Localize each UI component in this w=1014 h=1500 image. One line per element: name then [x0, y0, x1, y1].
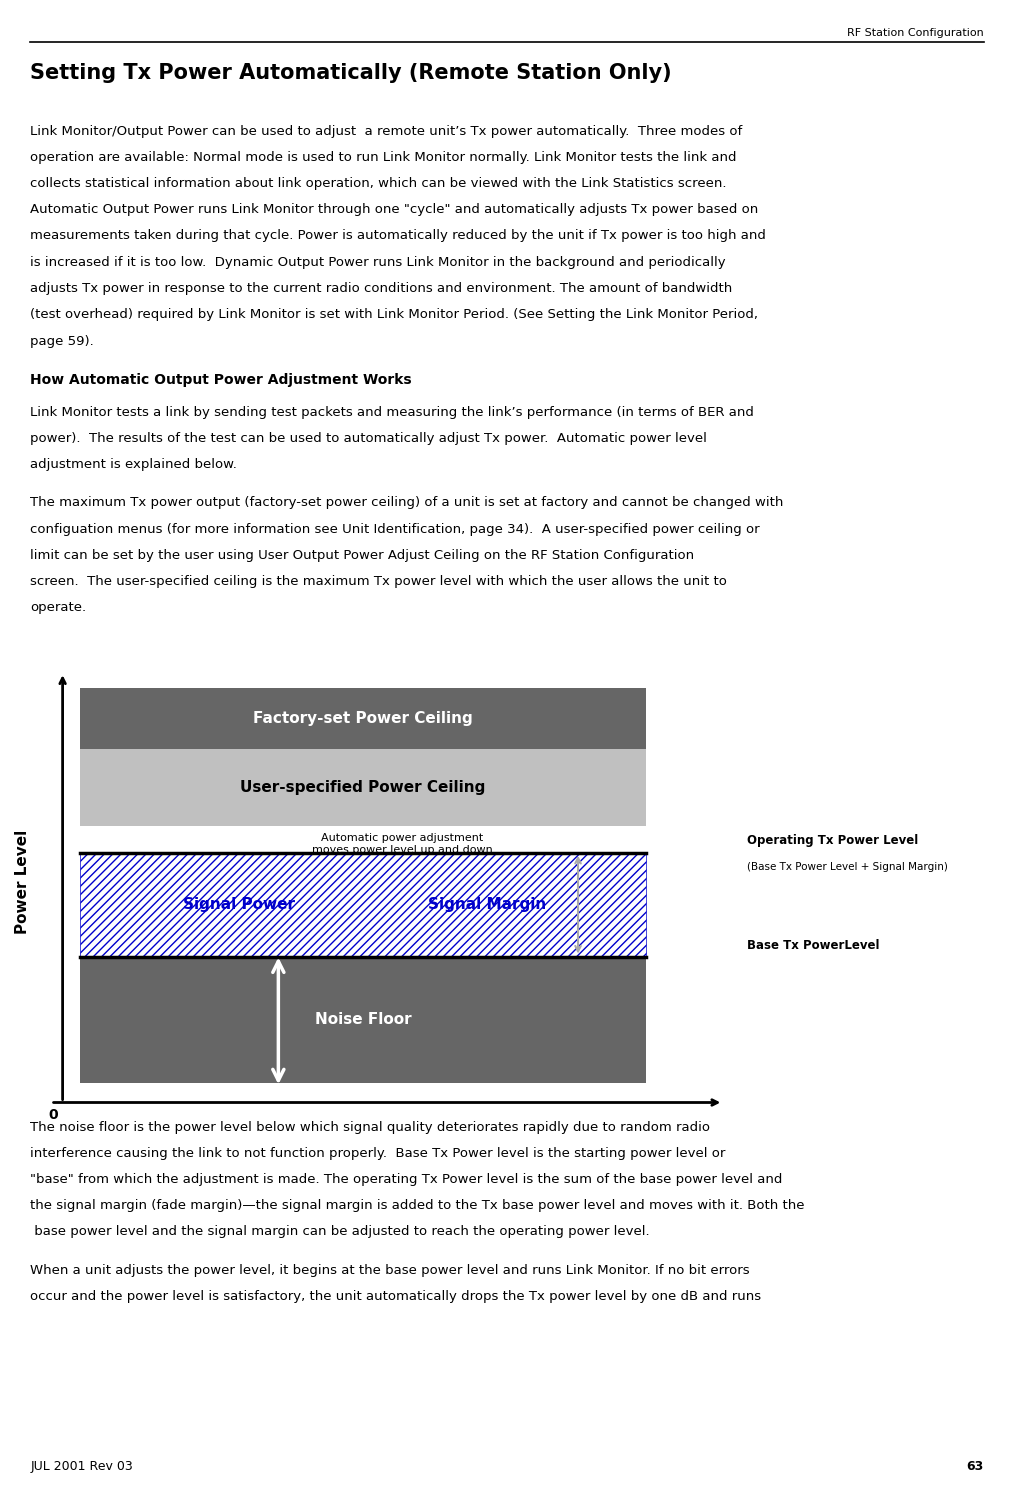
Text: adjusts Tx power in response to the current radio conditions and environment. Th: adjusts Tx power in response to the curr… — [30, 282, 733, 296]
Text: Link Monitor tests a link by sending test packets and measuring the link’s perfo: Link Monitor tests a link by sending tes… — [30, 406, 754, 418]
Text: base power level and the signal margin can be adjusted to reach the operating po: base power level and the signal margin c… — [30, 1226, 650, 1239]
Text: Signal Margin: Signal Margin — [429, 897, 547, 912]
Text: Noise Floor: Noise Floor — [315, 1013, 412, 1028]
Text: Link Monitor/Output Power can be used to adjust  a remote unit’s Tx power automa: Link Monitor/Output Power can be used to… — [30, 124, 742, 138]
Text: The maximum Tx power output (factory-set power ceiling) of a unit is set at fact: The maximum Tx power output (factory-set… — [30, 496, 784, 510]
Text: Signal Power: Signal Power — [183, 897, 295, 912]
Text: Setting Tx Power Automatically (Remote Station Only): Setting Tx Power Automatically (Remote S… — [30, 63, 672, 82]
Text: configuation menus (for more information see Unit Identification, page 34).  A u: configuation menus (for more information… — [30, 522, 760, 536]
Text: The noise floor is the power level below which signal quality deteriorates rapid: The noise floor is the power level below… — [30, 1120, 711, 1134]
Text: "base" from which the adjustment is made. The operating Tx Power level is the su: "base" from which the adjustment is made… — [30, 1173, 783, 1186]
Text: 0: 0 — [49, 1108, 59, 1122]
Text: When a unit adjusts the power level, it begins at the base power level and runs : When a unit adjusts the power level, it … — [30, 1263, 750, 1276]
Text: RF Station Configuration: RF Station Configuration — [847, 27, 984, 38]
Text: is increased if it is too low.  Dynamic Output Power runs Link Monitor in the ba: is increased if it is too low. Dynamic O… — [30, 255, 726, 268]
Text: the signal margin (fade margin)—the signal margin is added to the Tx base power : the signal margin (fade margin)—the sign… — [30, 1200, 805, 1212]
Text: screen.  The user-specified ceiling is the maximum Tx power level with which the: screen. The user-specified ceiling is th… — [30, 574, 727, 588]
Bar — [80, 687, 646, 748]
Bar — [80, 957, 646, 1083]
Text: limit can be set by the user using User Output Power Adjust Ceiling on the RF St: limit can be set by the user using User … — [30, 549, 695, 562]
Text: occur and the power level is satisfactory, the unit automatically drops the Tx p: occur and the power level is satisfactor… — [30, 1290, 762, 1304]
Text: Operating Tx Power Level: Operating Tx Power Level — [747, 834, 919, 848]
Text: (Base Tx Power Level + Signal Margin): (Base Tx Power Level + Signal Margin) — [747, 862, 948, 871]
Text: 63: 63 — [966, 1460, 984, 1473]
Text: collects statistical information about link operation, which can be viewed with : collects statistical information about l… — [30, 177, 727, 190]
Text: operation are available: Normal mode is used to run Link Monitor normally. Link : operation are available: Normal mode is … — [30, 150, 737, 164]
Text: Automatic power adjustment
moves power level up and down: Automatic power adjustment moves power l… — [312, 834, 493, 855]
Text: power).  The results of the test can be used to automatically adjust Tx power.  : power). The results of the test can be u… — [30, 432, 708, 445]
Text: How Automatic Output Power Adjustment Works: How Automatic Output Power Adjustment Wo… — [30, 374, 412, 387]
Text: Factory-set Power Ceiling: Factory-set Power Ceiling — [254, 711, 474, 726]
Bar — [80, 853, 646, 957]
Text: (test overhead) required by Link Monitor is set with Link Monitor Period. (See S: (test overhead) required by Link Monitor… — [30, 309, 758, 321]
Text: page 59).: page 59). — [30, 334, 94, 348]
Text: Automatic Output Power runs Link Monitor through one "cycle" and automatically a: Automatic Output Power runs Link Monitor… — [30, 204, 758, 216]
Text: operate.: operate. — [30, 602, 86, 615]
Text: User-specified Power Ceiling: User-specified Power Ceiling — [240, 780, 486, 795]
Text: Power Level: Power Level — [15, 830, 30, 933]
Bar — [80, 748, 646, 827]
Text: JUL 2001 Rev 03: JUL 2001 Rev 03 — [30, 1460, 133, 1473]
Text: Base Tx PowerLevel: Base Tx PowerLevel — [747, 939, 880, 952]
Text: adjustment is explained below.: adjustment is explained below. — [30, 459, 237, 471]
Text: measurements taken during that cycle. Power is automatically reduced by the unit: measurements taken during that cycle. Po… — [30, 230, 767, 243]
Text: interference causing the link to not function properly.  Base Tx Power level is : interference causing the link to not fun… — [30, 1146, 726, 1160]
Bar — [80, 853, 646, 957]
